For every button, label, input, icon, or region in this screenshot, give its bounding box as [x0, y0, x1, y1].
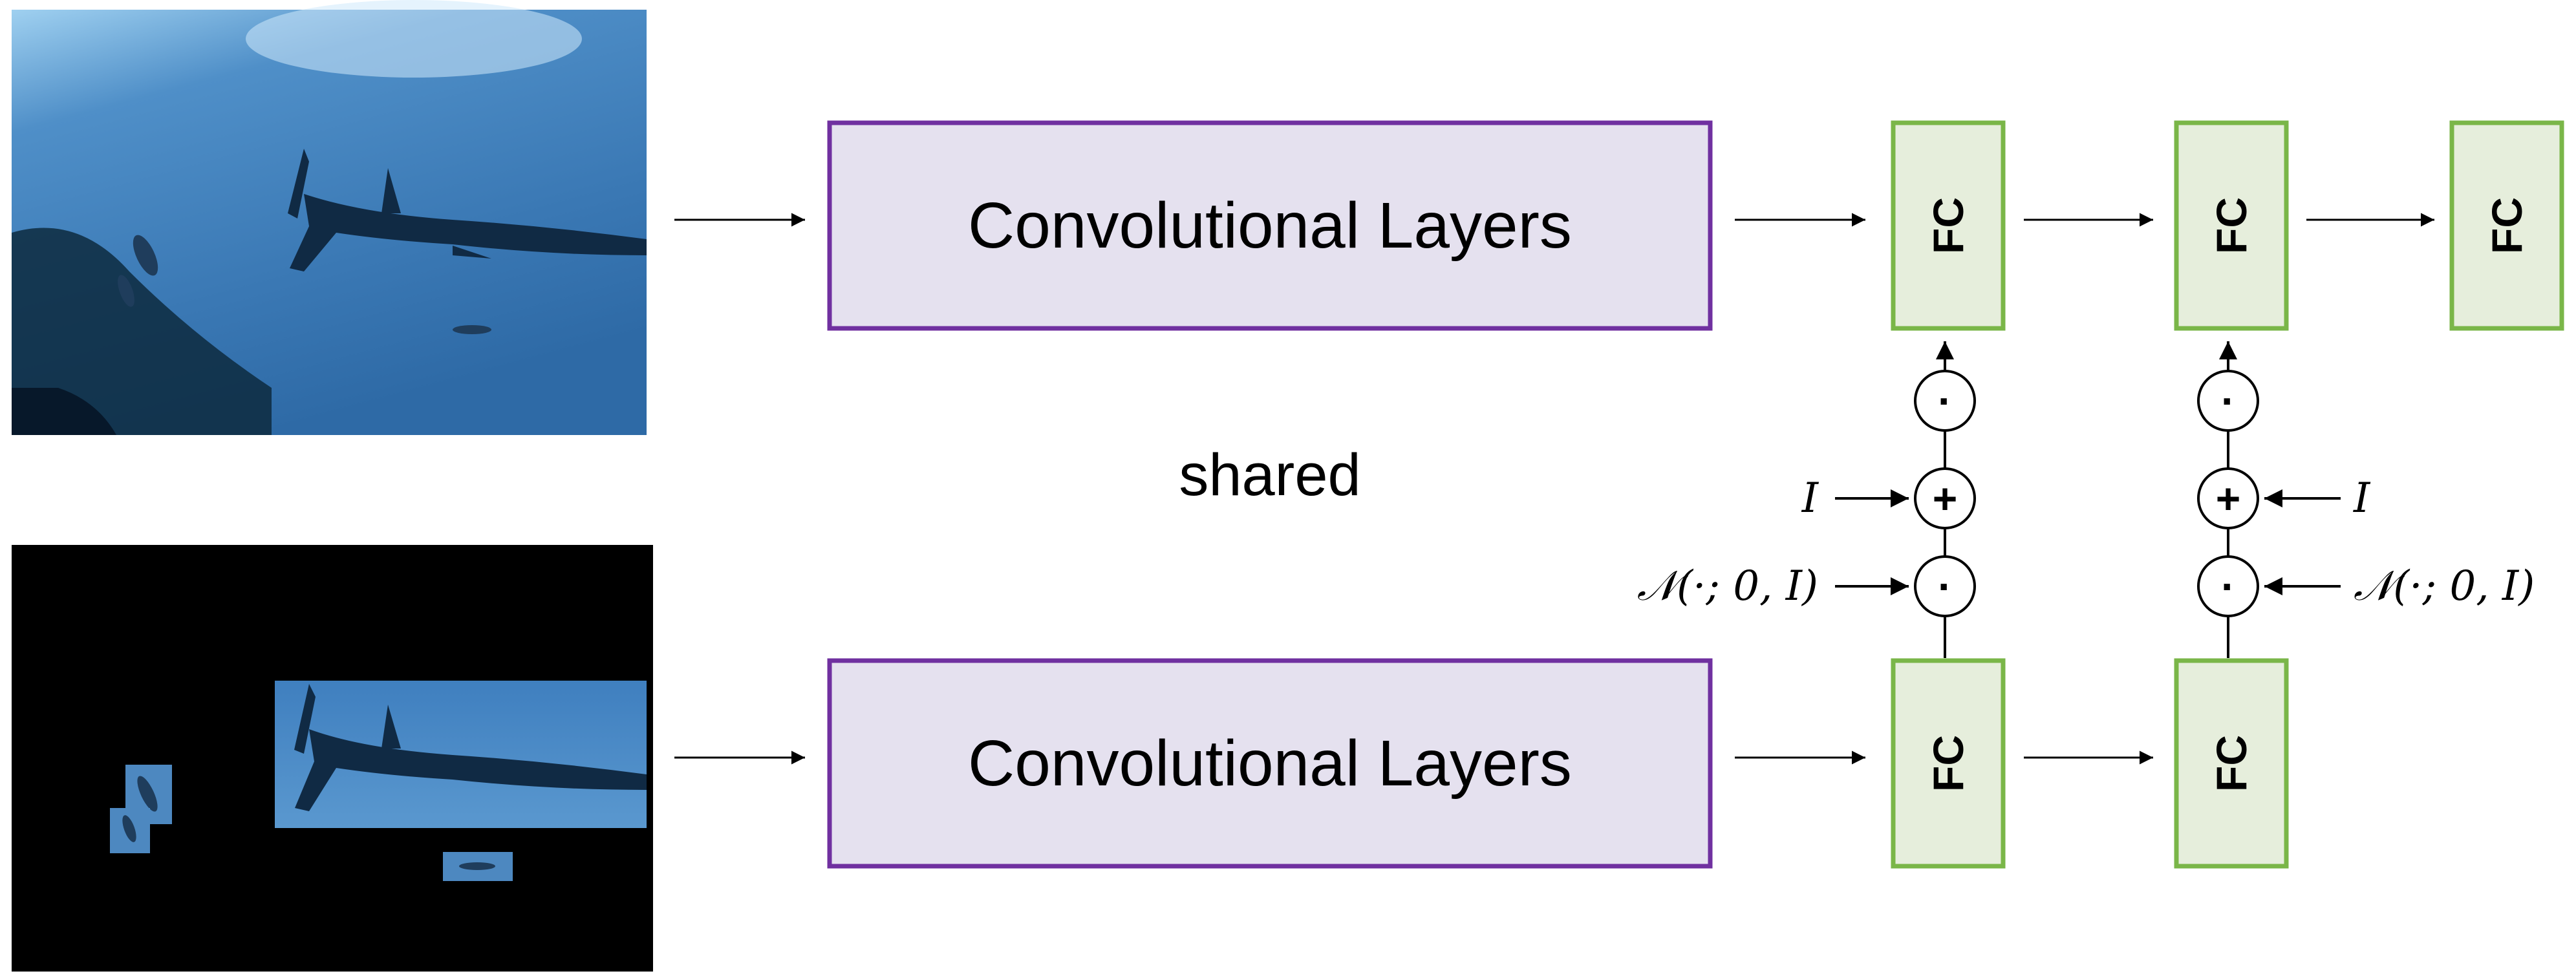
fc-bottom-2: FC — [2174, 658, 2289, 869]
fc-top-2: FC — [2174, 120, 2289, 331]
operator-chain-right: · + · I 𝒩(·; 0, I) — [2197, 341, 2535, 658]
small-fish-icon — [118, 235, 491, 334]
multiply-node-right-upper: · — [2197, 370, 2259, 432]
multiply-node-left-lower: · — [1914, 555, 1976, 617]
conv-layers-top: Convolutional Layers — [827, 120, 1713, 331]
fc-bottom-1: FC — [1891, 658, 2006, 869]
crop-region-shark — [275, 681, 647, 828]
svg-text:·: · — [1938, 562, 1952, 610]
crop-region-fish-3 — [443, 852, 513, 881]
fc-top-2-label: FC — [2207, 197, 2255, 254]
conv-layers-bottom: Convolutional Layers — [827, 658, 1713, 869]
noise-label-right: 𝒩(·; 0, I) — [2354, 562, 2535, 610]
identity-label-left: I — [1801, 474, 1819, 522]
svg-text:·: · — [1938, 377, 1952, 425]
input-image-masked — [12, 545, 653, 972]
hammerhead-shark-icon — [288, 149, 647, 271]
noise-label-left: 𝒩(·; 0, I) — [1637, 562, 1818, 610]
svg-text:+: + — [2216, 474, 2241, 522]
input-image-full — [12, 0, 647, 435]
svg-text:+: + — [1933, 474, 1958, 522]
fc-bottom-2-label: FC — [2207, 735, 2255, 792]
conv-layers-bottom-label: Convolutional Layers — [968, 727, 1572, 800]
crop-region-fish-2 — [110, 808, 150, 853]
svg-text:·: · — [2221, 377, 2235, 425]
fc-bottom-1-label: FC — [1924, 735, 1972, 792]
multiply-node-left-upper: · — [1914, 370, 1976, 432]
svg-text:·: · — [2221, 562, 2235, 610]
identity-label-right: I — [2353, 474, 2371, 522]
operator-chain-left: · + · I 𝒩(·; 0, I) — [1637, 341, 1976, 658]
fc-top-3-label: FC — [2483, 197, 2531, 254]
fc-top-1: FC — [1891, 120, 2006, 331]
add-node-left: + — [1914, 467, 1976, 529]
fc-top-1-label: FC — [1924, 197, 1972, 254]
conv-layers-top-label: Convolutional Layers — [968, 189, 1572, 262]
add-node-right: + — [2197, 467, 2259, 529]
multiply-node-right-lower: · — [2197, 555, 2259, 617]
shared-label: shared — [1179, 442, 1360, 508]
fc-top-3: FC — [2449, 120, 2564, 331]
